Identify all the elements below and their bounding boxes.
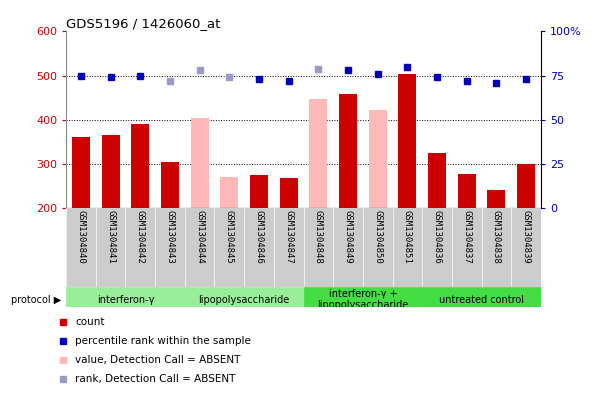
Bar [161,162,179,208]
Text: GSM1304846: GSM1304846 [254,210,263,264]
Text: GSM1304840: GSM1304840 [76,210,85,264]
Bar [369,110,386,208]
Text: protocol ▶: protocol ▶ [11,295,61,305]
Text: untreated control: untreated control [439,295,524,305]
Text: GSM1304836: GSM1304836 [433,210,442,264]
Text: GSM1304848: GSM1304848 [314,210,323,264]
Text: GSM1304838: GSM1304838 [492,210,501,264]
Bar [102,135,120,208]
Bar [185,287,304,312]
Bar [304,287,422,312]
Text: interferon-γ: interferon-γ [97,295,154,305]
Text: GSM1304841: GSM1304841 [106,210,115,264]
Text: GSM1304839: GSM1304839 [522,210,531,264]
Bar [66,287,185,312]
Bar [279,178,297,208]
Text: GSM1304851: GSM1304851 [403,210,412,264]
Bar [487,190,505,208]
Text: GSM1304842: GSM1304842 [136,210,145,264]
Bar [398,74,416,208]
Bar [221,177,238,208]
Text: GSM1304843: GSM1304843 [165,210,174,264]
Text: GSM1304844: GSM1304844 [195,210,204,264]
Bar [191,118,209,208]
Bar [250,175,268,208]
Text: GSM1304850: GSM1304850 [373,210,382,264]
Bar [428,153,446,208]
Text: GSM1304837: GSM1304837 [462,210,471,264]
Bar [72,137,90,208]
Text: rank, Detection Call = ABSENT: rank, Detection Call = ABSENT [75,374,236,384]
Text: GDS5196 / 1426060_at: GDS5196 / 1426060_at [66,17,221,30]
Bar [517,164,535,208]
Text: value, Detection Call = ABSENT: value, Detection Call = ABSENT [75,355,240,365]
Bar [422,287,541,312]
Bar [132,124,149,208]
Text: count: count [75,317,105,327]
Text: GSM1304845: GSM1304845 [225,210,234,264]
Bar [339,94,357,208]
Text: GSM1304849: GSM1304849 [344,210,353,264]
Bar [310,99,328,208]
Text: lipopolysaccharide: lipopolysaccharide [198,295,290,305]
Text: GSM1304847: GSM1304847 [284,210,293,264]
Bar [458,174,475,208]
Text: interferon-γ +
lipopolysaccharide: interferon-γ + lipopolysaccharide [317,289,409,310]
Text: percentile rank within the sample: percentile rank within the sample [75,336,251,346]
